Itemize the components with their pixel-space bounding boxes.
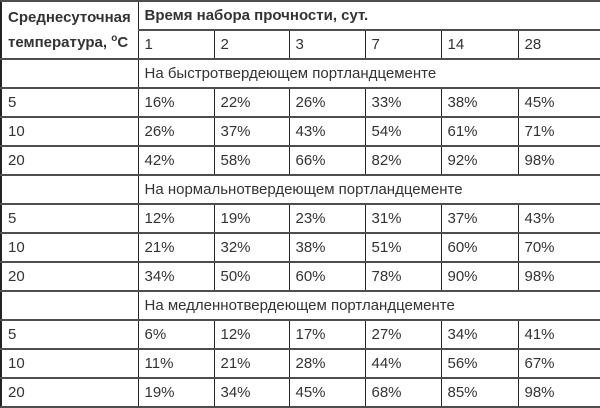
value-cell: 68% [364,377,442,408]
value-cell: 11% [137,348,215,379]
value-cell: 43% [288,116,366,147]
value-cell: 33% [364,87,442,118]
value-cell: 23% [288,203,366,234]
value-cell: 45% [288,377,366,408]
temp-cell: 5 [0,319,139,350]
value-cell: 38% [288,232,366,263]
value-cell: 6% [137,319,215,350]
value-cell: 26% [288,87,366,118]
value-cell: 28% [288,348,366,379]
value-cell: 67% [517,348,600,379]
value-cell: 50% [213,261,290,292]
value-cell: 34% [137,261,215,292]
value-cell: 44% [364,348,442,379]
value-cell: 85% [440,377,519,408]
day-header-cell: 3 [288,29,366,60]
section-title-cell: На быстротвердеющем портландцементе [137,58,600,89]
value-cell: 31% [364,203,442,234]
day-header-cell: 14 [440,29,519,60]
value-cell: 32% [213,232,290,263]
temp-cell: 10 [0,232,139,263]
value-cell: 61% [440,116,519,147]
temp-cell: 5 [0,203,139,234]
degree-superscript: о [111,33,118,44]
corner-header-line2-text: температура, [8,34,112,51]
value-cell: 34% [213,377,290,408]
table-row: 5 12% 19% 23% 31% 37% 43% [0,203,600,234]
value-cell: 16% [137,87,215,118]
value-cell: 21% [137,232,215,263]
value-cell: 60% [440,232,519,263]
section-empty-cell [0,58,139,89]
table-row: 20 34% 50% 60% 78% 90% 98% [0,261,600,292]
value-cell: 60% [288,261,366,292]
value-cell: 98% [517,377,600,408]
corner-header-cell: Среднесуточная температура, оС [0,0,139,60]
value-cell: 78% [364,261,442,292]
table-row: 5 6% 12% 17% 27% 34% 41% [0,319,600,350]
value-cell: 38% [440,87,519,118]
value-cell: 43% [517,203,600,234]
value-cell: 98% [517,261,600,292]
temp-cell: 20 [0,145,139,176]
value-cell: 37% [440,203,519,234]
value-cell: 70% [517,232,600,263]
section-row: На медленнотвердеющем портландцементе [0,290,600,321]
section-row: На быстротвердеющем портландцементе [0,58,600,89]
temp-cell: 20 [0,261,139,292]
value-cell: 82% [364,145,442,176]
temp-cell: 20 [0,377,139,408]
temp-cell: 10 [0,348,139,379]
value-cell: 37% [213,116,290,147]
value-cell: 98% [517,145,600,176]
value-cell: 56% [440,348,519,379]
section-title-cell: На медленнотвердеющем портландцементе [137,290,600,321]
table-row: 10 26% 37% 43% 54% 61% 71% [0,116,600,147]
temp-cell: 5 [0,87,139,118]
time-header-cell: Время набора прочности, сут. [137,0,600,31]
section-row: На нормальнотвердеющем портландцементе [0,174,600,205]
value-cell: 17% [288,319,366,350]
day-header-cell: 2 [213,29,290,60]
value-cell: 12% [213,319,290,350]
value-cell: 19% [213,203,290,234]
table-row: 5 16% 22% 26% 33% 38% 45% [0,87,600,118]
value-cell: 42% [137,145,215,176]
value-cell: 19% [137,377,215,408]
value-cell: 71% [517,116,600,147]
table-row: 20 19% 34% 45% 68% 85% 98% [0,377,600,408]
header-row-days: 1 2 3 7 14 28 [1,29,600,60]
day-header-cell: 1 [137,29,215,60]
value-cell: 45% [517,87,600,118]
value-cell: 58% [213,145,290,176]
section-title-cell: На нормальнотвердеющем портландцементе [137,174,600,205]
value-cell: 34% [440,319,519,350]
value-cell: 27% [364,319,442,350]
value-cell: 66% [288,145,366,176]
corner-header-unit: С [117,34,129,51]
table-row: 10 11% 21% 28% 44% 56% 67% [0,348,600,379]
section-empty-cell [0,174,139,205]
value-cell: 51% [364,232,442,263]
day-header-cell: 28 [517,29,600,60]
day-header-cell: 7 [364,29,442,60]
value-cell: 92% [440,145,519,176]
value-cell: 21% [213,348,290,379]
value-cell: 41% [517,319,600,350]
header-row-title: Среднесуточная температура, оС Время наб… [0,0,600,60]
value-cell: 54% [364,116,442,147]
value-cell: 12% [137,203,215,234]
corner-header-line2: температура, оС [8,30,134,55]
value-cell: 26% [137,116,215,147]
corner-header-line1: Среднесуточная [8,9,131,26]
section-empty-cell [0,290,139,321]
value-cell: 90% [440,261,519,292]
value-cell: 22% [213,87,290,118]
temp-cell: 10 [0,116,139,147]
table-row: 20 42% 58% 66% 82% 92% 98% [0,145,600,176]
table-row: 10 21% 32% 38% 51% 60% 70% [0,232,600,263]
